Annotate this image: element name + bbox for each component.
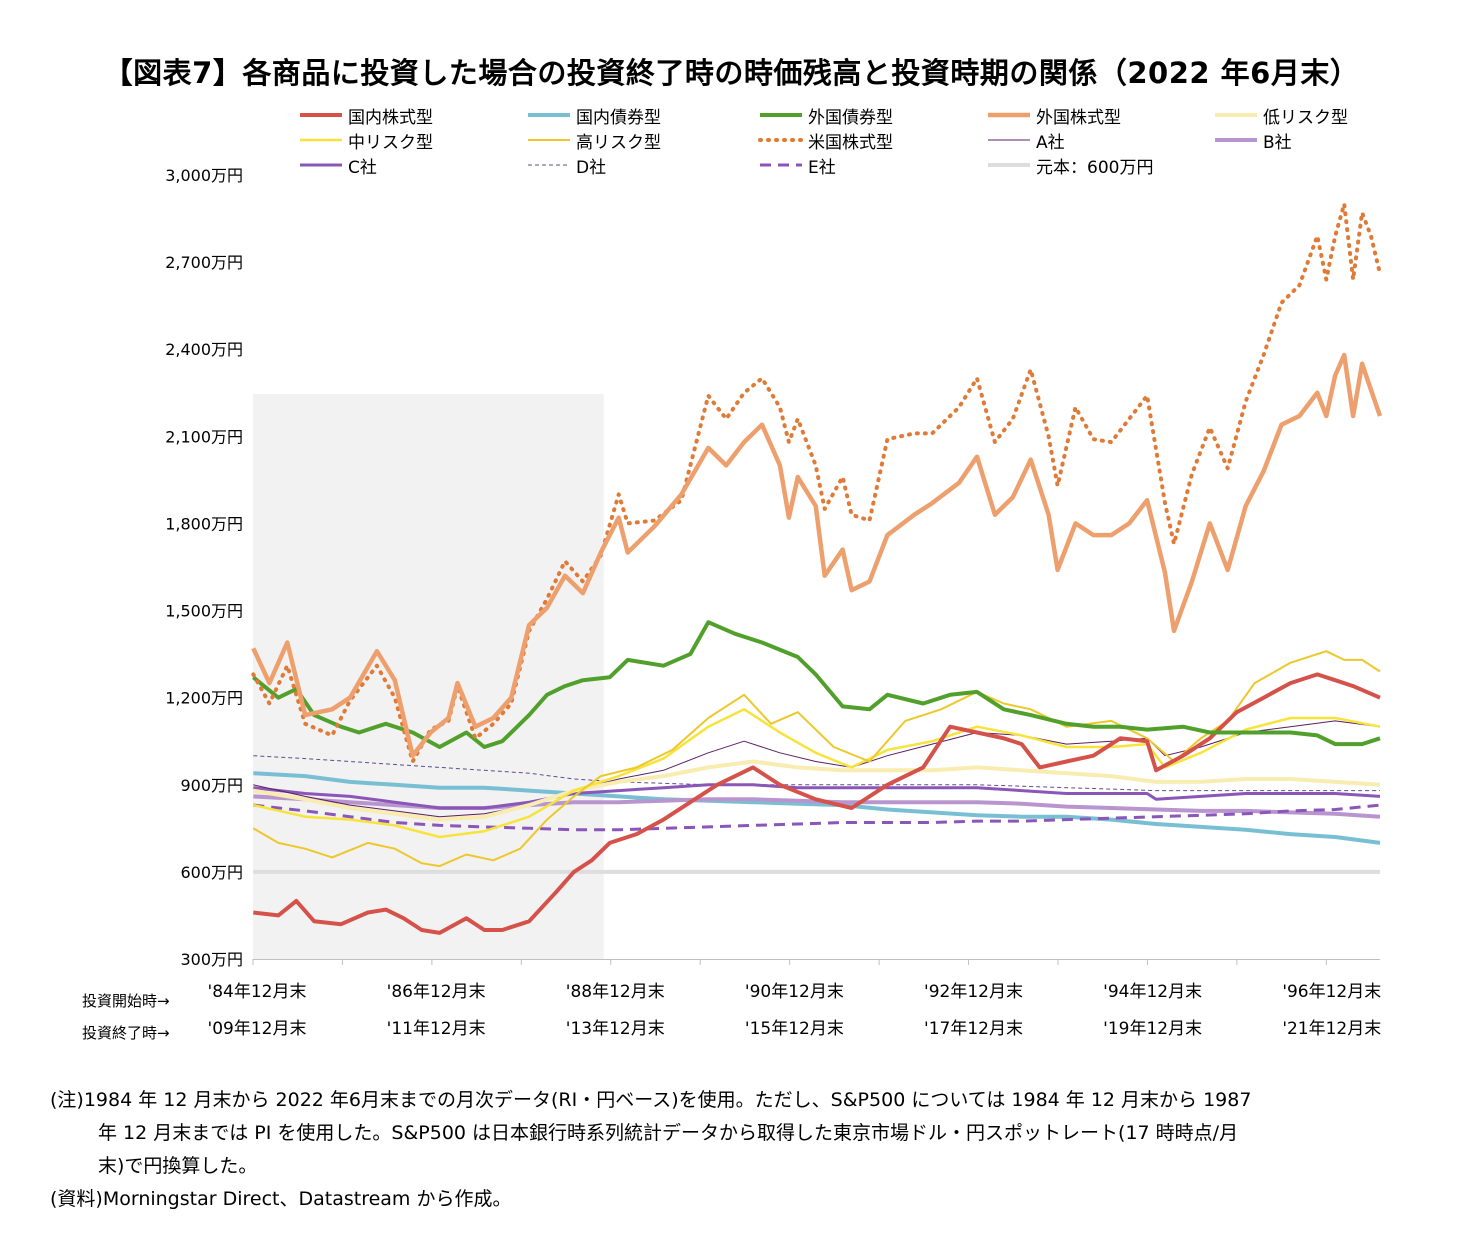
legend-item: 高リスク型: [526, 129, 661, 153]
legend-swatch: [988, 139, 1030, 141]
x-tick-label-start: '88年12月末: [566, 982, 665, 1002]
legend-label: C社: [348, 157, 377, 178]
legend-label: 高リスク型: [576, 132, 661, 153]
notes: (注)1984 年 12 月末から 2022 年6月末までの月次データ(RI・円…: [50, 1084, 1420, 1216]
legend-label: 元本：600万円: [1036, 157, 1154, 178]
x-axis-labels: '84年12月末 '09年12月末 '86年12月末 '11年12月末 '88年12月末…: [208, 982, 1382, 1039]
legend-swatch: [988, 163, 1030, 167]
legend-label: A社: [1036, 132, 1065, 153]
legend-item: 低リスク型: [1213, 104, 1348, 128]
series-line: [253, 720, 1381, 818]
legend-item: 中リスク型: [298, 129, 433, 153]
series-line: [252, 620, 1381, 749]
legend-label: 外国株式型: [1036, 107, 1121, 128]
x-tick-label-end: '09年12月末: [208, 1019, 307, 1039]
series-line: [251, 352, 1383, 758]
legend-label: 米国株式型: [808, 132, 893, 153]
legend-swatch: [300, 113, 342, 117]
legend-label: B社: [1263, 132, 1292, 153]
legend-item: D社: [526, 154, 607, 178]
legend-label: 国内株式型: [348, 107, 433, 128]
series-layer: [251, 202, 1383, 935]
legend-swatch: [758, 138, 804, 142]
series-line: [253, 672, 1381, 935]
legend-item: 国内株式型: [298, 104, 433, 128]
x-tick-label-start: '92年12月末: [924, 982, 1023, 1002]
series-line: [253, 803, 1381, 832]
y-tick-label: 2,100万円: [165, 427, 243, 446]
y-axis-labels: 300万円 600万円 900万円 1,200万円 1,500万円 1,800万円 2,10…: [165, 166, 243, 969]
x-axis-ticks: [252, 959, 1327, 965]
series-line: [251, 202, 1382, 764]
note-line-1: 1984 年 12 月末から 2022 年6月末までの月次データ(RI・円ベース…: [83, 1089, 1252, 1111]
y-tick-label: 1,200万円: [165, 689, 243, 708]
legend-item: B社: [1213, 129, 1292, 153]
line-chart: 300万円 600万円 900万円 1,200万円 1,500万円 1,800万円 2,10…: [82, 166, 1383, 1042]
legend-label: 低リスク型: [1263, 107, 1348, 128]
legend-swatch: [300, 163, 342, 167]
legend-swatch: [300, 138, 342, 142]
note: (注)1984 年 12 月末から 2022 年6月末までの月次データ(RI・円…: [50, 1084, 1420, 1183]
legend-swatch: [528, 139, 570, 141]
series-line: [253, 783, 1381, 810]
x-tick-label-start: '84年12月末: [208, 982, 307, 1002]
chart-title: 【図表7】各商品に投資した場合の投資終了時の時価残高と投資時期の関係（2022 …: [103, 56, 1360, 90]
legend-swatch: [760, 163, 802, 167]
series-line: [253, 708, 1381, 839]
y-tick-label: 900万円: [180, 776, 243, 795]
y-tick-label: 2,400万円: [165, 340, 243, 359]
legend-item: 外国株式型: [986, 104, 1121, 128]
series-line: [253, 755, 1380, 792]
source-note: (資料)Morningstar Direct、Datastream から作成。: [50, 1188, 512, 1210]
series-line: [252, 759, 1381, 822]
legend-swatch: [988, 112, 1030, 118]
x-tick-label-end: '17年12月末: [924, 1019, 1023, 1039]
shaded-region: [253, 394, 604, 959]
legend-item: 国内債券型: [526, 104, 661, 128]
legend-label: 国内債券型: [576, 107, 661, 128]
x-tick-label-end: '19年12月末: [1103, 1019, 1202, 1039]
note-line-3: 末)で円換算した。: [98, 1155, 258, 1177]
legend-item: A社: [986, 129, 1065, 153]
legend-item: E社: [758, 154, 836, 178]
series-line: [252, 650, 1381, 868]
x-tick-label-end: '11年12月末: [387, 1019, 486, 1039]
legend-label: E社: [808, 157, 836, 178]
legend-swatch: [1215, 138, 1257, 142]
legend-item: 元本：600万円: [986, 154, 1154, 178]
y-tick-label: 1,500万円: [165, 602, 243, 621]
x-tick-label-start: '86年12月末: [387, 982, 486, 1002]
x-tick-label-start: '94年12月末: [1103, 982, 1202, 1002]
x-tick-label-end: '13年12月末: [566, 1019, 665, 1039]
y-tick-label: 3,000万円: [165, 166, 243, 185]
note-prefix: (注): [50, 1089, 84, 1111]
legend-item: C社: [298, 154, 377, 178]
legend-label: 中リスク型: [348, 132, 433, 153]
y-tick-label: 600万円: [180, 863, 243, 882]
legend-swatch: [528, 164, 570, 166]
y-tick-label: 2,700万円: [165, 253, 243, 272]
legend-item: 米国株式型: [758, 129, 893, 153]
x-tick-label-end: '21年12月末: [1282, 1019, 1381, 1039]
x-tick-label-end: '15年12月末: [745, 1019, 844, 1039]
legend-swatch: [528, 113, 570, 117]
series-line: [253, 771, 1381, 845]
legend-label: 外国債券型: [808, 107, 893, 128]
row-label-start: 投資開始時→: [82, 992, 170, 1010]
legend-swatch: [1215, 113, 1257, 117]
row-label-end: 投資終了時→: [82, 1024, 170, 1042]
y-tick-label: 300万円: [180, 950, 243, 969]
y-tick-label: 1,800万円: [165, 514, 243, 533]
legend-label: D社: [576, 157, 607, 178]
note-line-2: 年 12 月末までは PI を使用した。S&P500 は日本銀行時系列統計データ…: [98, 1122, 1239, 1144]
x-tick-label-start: '96年12月末: [1282, 982, 1381, 1002]
x-tick-label-start: '90年12月末: [745, 982, 844, 1002]
legend-swatch: [760, 113, 802, 117]
legend-item: 外国債券型: [758, 104, 893, 128]
